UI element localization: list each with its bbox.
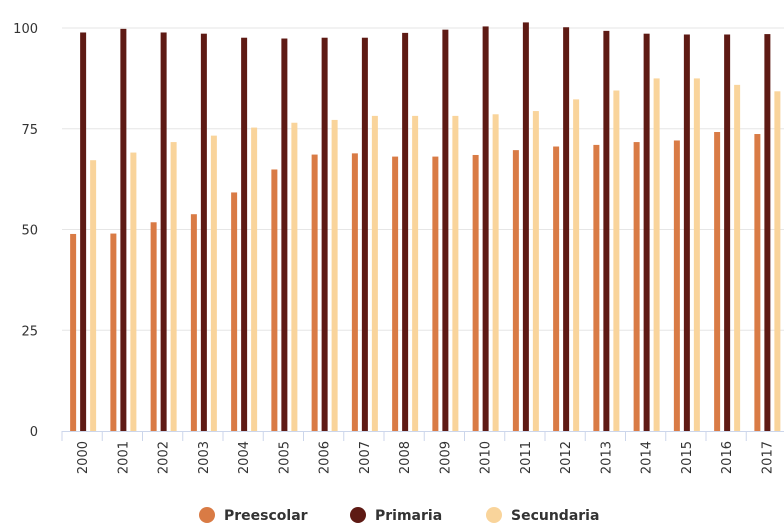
bar-primaria-2015[interactable]: [684, 34, 690, 431]
bar-secundaria-2012[interactable]: [573, 99, 579, 431]
legend-item-preescolar[interactable]: Preescolar: [199, 507, 308, 524]
x-tick-label: 2016: [720, 441, 735, 474]
bar-secundaria-2008[interactable]: [412, 116, 418, 431]
bar-preescolar-2010[interactable]: [473, 155, 479, 431]
bar-preescolar-2015[interactable]: [674, 140, 680, 431]
x-tick-label: 2014: [640, 441, 655, 474]
bar-primaria-2010[interactable]: [483, 26, 489, 431]
bar-preescolar-2006[interactable]: [312, 155, 318, 431]
x-tick-label: 2006: [318, 441, 333, 474]
bar-preescolar-2002[interactable]: [151, 222, 157, 431]
legend-label: Preescolar: [224, 508, 308, 524]
x-tick-label: 2005: [277, 441, 292, 474]
bar-preescolar-2004[interactable]: [231, 192, 237, 431]
y-tick-label: 100: [13, 22, 38, 37]
x-tick-label: 2001: [116, 441, 131, 474]
bar-primaria-2013[interactable]: [603, 31, 609, 431]
legend-marker: [486, 507, 502, 523]
bar-secundaria-2007[interactable]: [372, 116, 378, 431]
legend-marker: [350, 507, 366, 523]
bar-primaria-2012[interactable]: [563, 27, 569, 431]
bar-preescolar-2008[interactable]: [392, 157, 398, 431]
legend-label: Primaria: [375, 508, 442, 524]
bar-preescolar-2014[interactable]: [634, 142, 640, 431]
bar-primaria-2016[interactable]: [724, 34, 730, 431]
bar-secundaria-2006[interactable]: [332, 120, 338, 431]
bar-primaria-2002[interactable]: [161, 32, 167, 431]
bar-preescolar-2000[interactable]: [70, 234, 76, 431]
bar-secundaria-2013[interactable]: [613, 91, 619, 431]
bar-primaria-2011[interactable]: [523, 22, 529, 431]
bar-secundaria-2001[interactable]: [130, 153, 136, 431]
bar-primaria-2008[interactable]: [402, 33, 408, 431]
bar-primaria-2005[interactable]: [281, 39, 287, 431]
bar-primaria-2006[interactable]: [322, 38, 328, 431]
bar-primaria-2014[interactable]: [644, 34, 650, 431]
bar-secundaria-2009[interactable]: [452, 116, 458, 431]
bar-preescolar-2009[interactable]: [432, 157, 438, 431]
bar-primaria-2007[interactable]: [362, 38, 368, 431]
bar-preescolar-2003[interactable]: [191, 214, 197, 431]
bar-primaria-2017[interactable]: [764, 34, 770, 431]
bar-primaria-2003[interactable]: [201, 34, 207, 431]
y-tick-label: 75: [21, 123, 38, 138]
x-tick-label: 2008: [398, 441, 413, 474]
legend-label: Secundaria: [511, 508, 599, 524]
bar-preescolar-2013[interactable]: [593, 145, 599, 431]
y-axis: 0 25 50 75 100: [13, 22, 38, 440]
bar-primaria-2004[interactable]: [241, 38, 247, 431]
x-tick-label: 2003: [197, 441, 212, 474]
y-tick-label: 25: [21, 324, 38, 339]
bar-secundaria-2010[interactable]: [493, 114, 499, 431]
legend-marker: [199, 507, 215, 523]
x-tick-label: 2002: [157, 441, 172, 474]
bar-secundaria-2014[interactable]: [654, 78, 660, 431]
y-tick-label: 0: [30, 425, 38, 440]
bar-secundaria-2004[interactable]: [251, 128, 257, 431]
legend-item-secundaria[interactable]: Secundaria: [486, 507, 599, 524]
bar-secundaria-2002[interactable]: [171, 142, 177, 431]
x-tick-label: 2013: [599, 441, 614, 474]
bar-secundaria-2015[interactable]: [694, 78, 700, 431]
y-tick-label: 50: [21, 224, 38, 239]
bar-preescolar-2017[interactable]: [754, 134, 760, 431]
x-axis: 2000 2001 2002 2003 2004 2005 2006 2007 2008 2009…: [62, 431, 784, 474]
bars: [70, 22, 780, 431]
bar-preescolar-2005[interactable]: [271, 169, 277, 431]
x-tick-label: 2012: [559, 441, 574, 474]
bar-preescolar-2001[interactable]: [110, 234, 116, 431]
bar-primaria-2009[interactable]: [442, 30, 448, 431]
x-tick-label: 2004: [237, 441, 252, 474]
bar-secundaria-2011[interactable]: [533, 111, 539, 431]
bar-secundaria-2005[interactable]: [291, 123, 297, 431]
x-tick-label: 2010: [479, 441, 494, 474]
bar-preescolar-2016[interactable]: [714, 132, 720, 431]
legend[interactable]: Preescolar Primaria Secundaria: [199, 507, 599, 524]
bar-primaria-2000[interactable]: [80, 32, 86, 431]
bar-secundaria-2003[interactable]: [211, 136, 217, 431]
bar-secundaria-2000[interactable]: [90, 160, 96, 431]
x-tick-label: 2000: [76, 441, 91, 474]
bar-secundaria-2017[interactable]: [774, 91, 780, 431]
bar-primaria-2001[interactable]: [120, 29, 126, 431]
bar-preescolar-2011[interactable]: [513, 150, 519, 431]
bar-preescolar-2007[interactable]: [352, 153, 358, 431]
x-tick-label: 2017: [760, 441, 775, 474]
x-tick-label: 2011: [519, 441, 534, 474]
legend-item-primaria[interactable]: Primaria: [350, 507, 442, 524]
bar-preescolar-2012[interactable]: [553, 147, 559, 431]
x-tick-label: 2007: [358, 441, 373, 474]
x-tick-label: 2009: [438, 441, 453, 474]
bar-secundaria-2016[interactable]: [734, 85, 740, 431]
x-tick-label: 2015: [680, 441, 695, 474]
